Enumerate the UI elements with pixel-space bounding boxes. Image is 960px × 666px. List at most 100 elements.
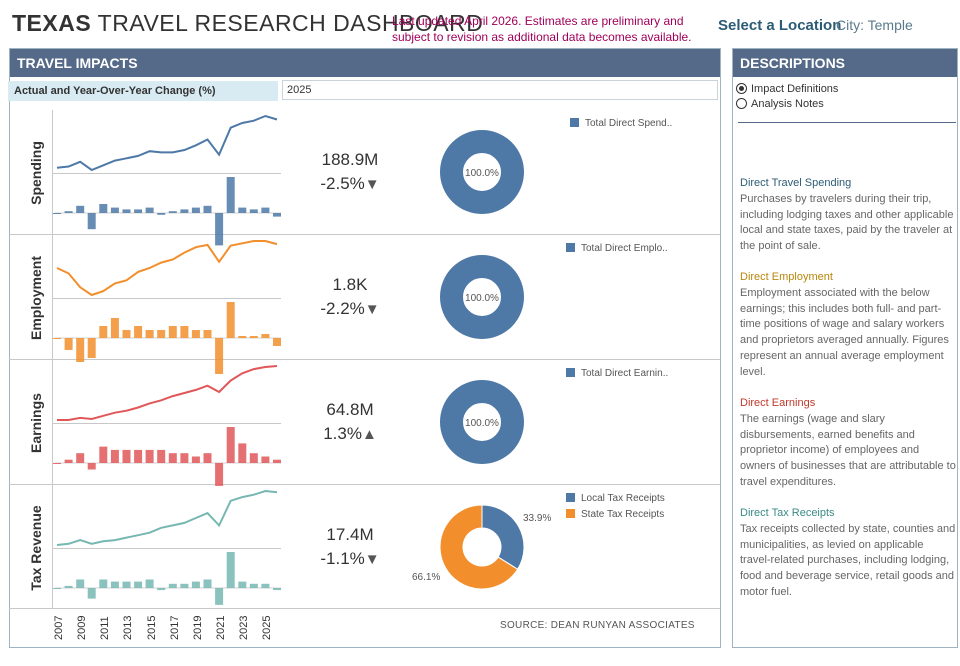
yoy-bar [191, 581, 200, 588]
yoy-bar [203, 453, 212, 463]
yoy-bar [157, 588, 166, 591]
triangle-down-icon: ▼ [364, 176, 380, 193]
legend-item[interactable]: Local Tax Receipts [566, 493, 665, 504]
description-employment: Direct Employment Employment associated … [740, 270, 956, 381]
radio-analysis-notes[interactable]: Analysis Notes [736, 98, 824, 110]
description-text: Purchases by travelers during their trip… [740, 192, 954, 253]
yoy-bar [180, 326, 189, 338]
yoy-bar [110, 207, 119, 213]
yoy-bar [215, 463, 224, 486]
change-percent: -2.2% [320, 299, 365, 318]
update-notice: Last updated April 2026. Estimates are p… [392, 14, 692, 44]
row-divider [9, 484, 720, 485]
description-text: Tax receipts collected by state, countie… [740, 522, 956, 598]
travel-impacts-panel: TRAVEL IMPACTS [9, 48, 721, 648]
yoy-bar [157, 449, 166, 463]
legend-item[interactable]: State Tax Receipts [566, 509, 664, 520]
row-label: Employment [28, 256, 44, 341]
yoy-bar [99, 446, 108, 463]
legend-item[interactable]: Total Direct Earnin.. [566, 368, 668, 379]
trend-line-chart [57, 365, 278, 421]
description-text: Employment associated with the below ear… [740, 286, 949, 378]
row-divider [9, 234, 720, 235]
description-text: The earnings (wage and slary disbursemen… [740, 412, 956, 488]
yoy-bar [273, 459, 281, 463]
x-tick-label: 2023 [238, 615, 251, 640]
legend-swatch [566, 368, 575, 377]
description-heading: Direct Tax Receipts [740, 507, 835, 519]
impact-value: 1.8K [332, 275, 368, 294]
yoy-bar [226, 552, 235, 588]
yoy-bar [145, 579, 154, 588]
yoy-bar [64, 211, 73, 213]
x-tick-label: 2021 [215, 615, 228, 640]
yoy-bar-chart [53, 302, 281, 374]
yoy-bar [145, 207, 154, 213]
chart-divider [53, 548, 281, 549]
legend-label: Total Direct Spend.. [585, 118, 673, 129]
legend-label: Total Direct Emplo.. [581, 243, 668, 254]
yoy-bar [110, 318, 119, 338]
yoy-bar [238, 581, 247, 588]
subtitle-bar: Actual and Year-Over-Year Change (%) [8, 81, 278, 101]
yoy-bar [134, 209, 143, 213]
yoy-bar [249, 336, 258, 338]
yoy-bar [261, 207, 270, 213]
chart-divider [53, 173, 281, 174]
yoy-bar [249, 209, 258, 213]
radio-impact-definitions[interactable]: Impact Definitions [736, 83, 838, 95]
yoy-bar [226, 302, 235, 338]
city-selector[interactable]: City: Temple [836, 17, 913, 33]
legend-swatch [566, 493, 575, 502]
x-tick-label: 2017 [168, 615, 181, 640]
x-tick-label: 2011 [99, 616, 112, 640]
yoy-bar [261, 334, 270, 338]
trend-line [56, 114, 278, 172]
impact-change: -1.1%▼ [300, 547, 400, 572]
yoy-bar [76, 205, 85, 213]
yoy-bar [122, 449, 131, 463]
yoy-bar [110, 449, 119, 463]
description-earnings: Direct Earnings The earnings (wage and s… [740, 396, 956, 491]
radio-unselected-icon[interactable] [736, 98, 747, 109]
yoy-bar [99, 326, 108, 338]
yoy-bar [157, 330, 166, 338]
x-tick-label: 2015 [145, 615, 158, 640]
legend-item[interactable]: Total Direct Emplo.. [566, 243, 668, 254]
yoy-bar [64, 338, 73, 350]
year-selector[interactable]: 2025 [282, 80, 718, 100]
legend-item[interactable]: Total Direct Spend.. [570, 118, 672, 129]
radio-selected-icon[interactable] [736, 83, 747, 94]
yoy-bar [203, 579, 212, 588]
description-heading: Direct Earnings [740, 397, 816, 409]
impact-change: 1.3%▲ [300, 422, 400, 447]
yoy-bar [238, 336, 247, 338]
legend-label: Total Direct Earnin.. [581, 368, 669, 379]
chart-divider [53, 423, 281, 424]
slice-label: 33.9% [523, 513, 552, 524]
description-heading: Direct Employment [740, 271, 833, 283]
legend-label: Local Tax Receipts [581, 493, 665, 504]
impact-change: -2.5%▼ [300, 172, 400, 197]
descriptions-panel: DESCRIPTIONS [732, 48, 958, 648]
yoy-bar [122, 330, 131, 338]
yoy-bar [273, 213, 281, 217]
yoy-bar [64, 585, 73, 588]
trend-line-chart [56, 489, 278, 546]
yoy-bar [238, 207, 247, 213]
triangle-down-icon: ▼ [364, 551, 380, 568]
yoy-bar [273, 338, 281, 346]
yoy-bar [87, 213, 96, 230]
row-divider [9, 608, 720, 609]
row-label: Tax Revenue [28, 505, 44, 591]
select-location-label[interactable]: Select a Location [718, 17, 842, 34]
trend-line [57, 365, 278, 421]
row-label: Spending [28, 141, 44, 205]
descriptions-divider [738, 122, 956, 123]
trend-line-chart [56, 114, 278, 172]
yoy-bar [99, 579, 108, 588]
yoy-bar [64, 459, 73, 463]
yoy-bar [238, 443, 247, 463]
yoy-bar [215, 213, 224, 246]
row-divider [9, 359, 720, 360]
